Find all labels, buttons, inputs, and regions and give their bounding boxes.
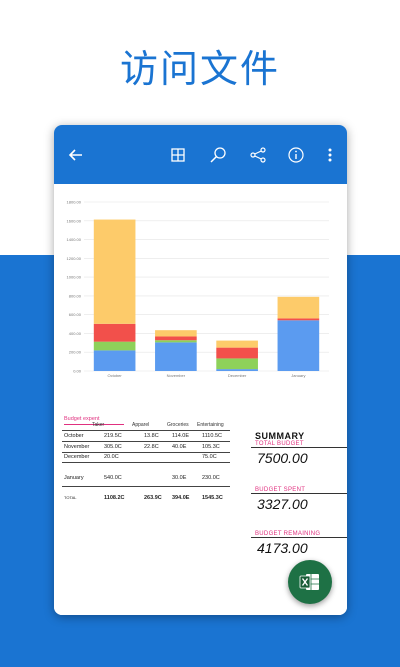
cell: 263.9C: [144, 495, 162, 501]
cell: 30.0E: [172, 475, 187, 481]
y-tick-label: 1200.00: [67, 256, 82, 261]
y-tick-label: 200.00: [69, 350, 82, 355]
y-tick-label: 600.00: [69, 312, 82, 317]
cell: 305.0C: [104, 444, 122, 450]
table-rule: [62, 441, 230, 442]
bar-segment: [277, 320, 320, 371]
spreadsheet-view[interactable]: 0.00 200.00 400.00 600.00 800.00 1000.00 1200.…: [54, 184, 347, 615]
totals-label: TOTAL: [64, 495, 77, 500]
bar-segment: [277, 296, 320, 319]
bar-segment: [93, 350, 136, 371]
cell: 40.0E: [172, 444, 187, 450]
table-rule: [62, 462, 230, 463]
more-vertical-icon[interactable]: [318, 143, 342, 167]
table-header-3: Entertaining: [197, 422, 224, 428]
cell: 540.0C: [104, 475, 122, 481]
table-row: November 305.0C 22.8C 40.0E 105.3C: [62, 444, 230, 453]
y-tick-label: 1000.00: [67, 275, 82, 280]
table-totals-row: TOTAL 1108.2C 263.9C 394.0E 1545.3C: [62, 495, 230, 504]
cell: 1545.3C: [202, 495, 223, 501]
table-title-underline: [64, 424, 124, 425]
table-header-2: Groceries: [167, 422, 189, 428]
cell: 114.0E: [172, 433, 190, 439]
cell: 20.0C: [104, 454, 119, 460]
cell: 13.8C: [144, 433, 159, 439]
bar-segment: [93, 323, 136, 342]
table-row: December 20.0C 75.0C: [62, 454, 230, 463]
x-tick-label: October: [108, 373, 123, 378]
y-tick-label: 1400.00: [67, 237, 82, 242]
y-tick-label: 800.00: [69, 293, 82, 298]
x-tick-label: November: [167, 373, 186, 378]
cell: 105.3C: [202, 444, 220, 450]
y-tick-label: 0.00: [73, 369, 82, 374]
cell: 75.0C: [202, 454, 217, 460]
table-rule: [62, 452, 230, 453]
row-label: January: [64, 475, 84, 481]
y-tick-label: 1800.00: [67, 200, 82, 205]
back-arrow-icon[interactable]: [64, 143, 88, 167]
bar-segment: [216, 347, 258, 359]
row-label: October: [64, 433, 84, 439]
summary-rule: [251, 493, 347, 494]
total-budget-label: TOTAL BUDGET: [255, 441, 304, 447]
grid-icon[interactable]: [166, 143, 190, 167]
cell: 1110.5C: [202, 433, 222, 439]
summary-rule: [251, 447, 347, 448]
excel-icon: [299, 574, 319, 590]
table-row: January 540.0C 30.0E 230.0C: [62, 475, 230, 484]
cell: 22.8C: [144, 444, 159, 450]
cell: 394.0E: [172, 495, 190, 501]
table-rule: [62, 430, 230, 431]
row-label: December: [64, 454, 90, 460]
bar-segment: [216, 369, 258, 371]
x-tick-label: January: [291, 373, 305, 378]
budget-remaining-value: 4173.00: [257, 540, 308, 556]
bar-segment: [93, 341, 136, 351]
y-tick-label: 400.00: [69, 331, 82, 336]
bar-segment: [277, 318, 320, 321]
cell: 230.0C: [202, 475, 220, 481]
budget-remaining-label: BUDGET REMAINING: [255, 531, 321, 537]
table-header-1: Apparel: [132, 422, 150, 428]
bar-segment: [155, 330, 197, 337]
info-icon[interactable]: [284, 143, 308, 167]
x-tick-label: December: [228, 373, 247, 378]
table-row: October 219.5C 13.8C 114.0E 1110.5C: [62, 433, 230, 442]
table-title: Budget expent: [64, 416, 100, 422]
table-header-0: Taker: [92, 422, 105, 428]
budget-spent-value: 3327.00: [257, 496, 308, 512]
budget-spent-label: BUDGET SPENT: [255, 487, 306, 493]
open-in-excel-button[interactable]: [288, 560, 332, 604]
row-label: November: [64, 444, 90, 450]
bar-segment: [155, 336, 197, 341]
bar-segment: [155, 340, 197, 343]
bar-segment: [93, 219, 136, 324]
summary-rule: [251, 537, 347, 538]
y-tick-label: 1600.00: [67, 218, 82, 223]
cell: 219.5C: [104, 433, 122, 439]
bar-segment: [216, 358, 258, 370]
bar-segment: [216, 340, 258, 348]
stacked-bar-chart: 0.00 200.00 400.00 600.00 800.00 1000.00 1200.…: [67, 200, 329, 378]
search-icon[interactable]: [206, 143, 230, 167]
share-icon[interactable]: [246, 143, 270, 167]
table-rule: [62, 486, 230, 487]
headline: 访问文件: [119, 47, 280, 91]
bar-segment: [155, 342, 197, 371]
app-toolbar: [54, 125, 347, 184]
cell: 1108.2C: [104, 495, 125, 501]
summary-title: SUMMARY: [255, 431, 305, 441]
phone-frame: 0.00 200.00 400.00 600.00 800.00 1000.00 1200.…: [54, 125, 347, 615]
total-budget-value: 7500.00: [257, 450, 308, 466]
